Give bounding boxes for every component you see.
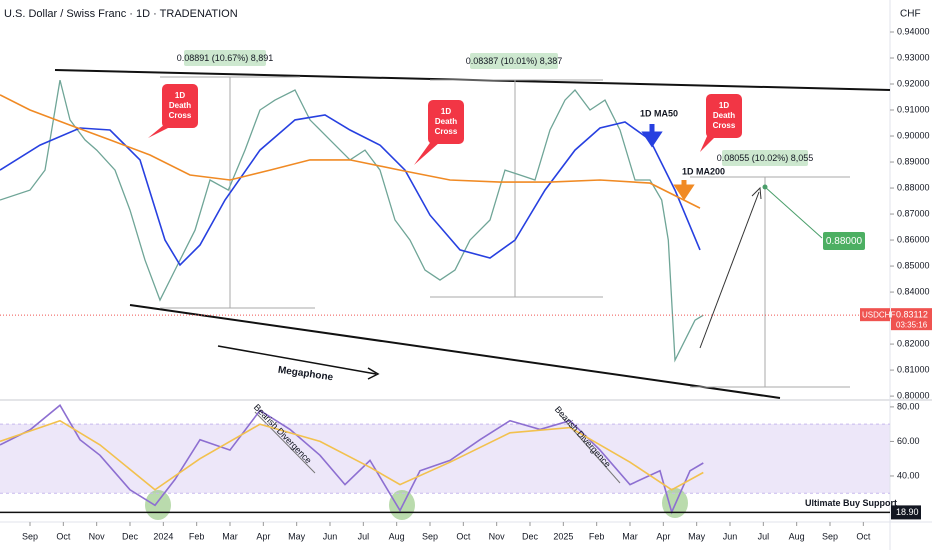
chart-title: U.S. Dollar / Swiss Franc · 1D · TRADENA… (4, 8, 238, 20)
x-tick-label: Mar (622, 531, 638, 541)
callout (428, 100, 464, 144)
support-circle (145, 490, 171, 520)
x-tick-label: Apr (256, 531, 270, 541)
series-line (0, 114, 701, 267)
callout-text: 1D Death Cross (434, 107, 458, 136)
callout-text: 1D Death Cross (712, 101, 736, 130)
callout (162, 84, 198, 128)
y-tick-label: 60.00 (897, 436, 920, 446)
x-tick-label: Dec (122, 531, 139, 541)
x-tick-label: Sep (822, 531, 838, 541)
symbol-tag (860, 308, 890, 322)
y-tick-label: 0.85000 (897, 260, 930, 270)
y-tick-label: 0.91000 (897, 104, 930, 114)
x-tick-label: May (288, 531, 306, 541)
y-tick-label: 0.88000 (897, 182, 930, 192)
projection-arrow (699, 191, 760, 349)
support-label: 18.90 (896, 507, 919, 517)
divergence-line (254, 411, 316, 474)
y-tick-label: 0.81000 (897, 364, 930, 374)
callout-tail (700, 134, 716, 152)
x-tick-label: Jul (758, 531, 770, 541)
x-tick-label: Mar (222, 531, 238, 541)
x-tick-label: Feb (589, 531, 605, 541)
x-tick-label: May (688, 531, 706, 541)
x-tick-label: Feb (189, 531, 205, 541)
callout-text-box: 1D Death Cross (434, 107, 458, 136)
callout-text-box: 1D Death Cross (712, 101, 736, 130)
x-tick-label: Oct (856, 531, 871, 541)
target-box (823, 232, 865, 250)
measure-label: 0.08387 (10.01%) 8,387 (466, 56, 563, 66)
x-tick-label: Jun (723, 531, 738, 541)
callout-text: 1D Death Cross (168, 91, 192, 120)
ma-label: 1D MA50 (640, 108, 678, 118)
x-tick-label: Aug (789, 531, 805, 541)
series-line (0, 419, 704, 491)
last-price-tag (891, 308, 932, 331)
last-price: 0.83112 (896, 310, 928, 320)
series-line (0, 79, 704, 363)
callout-tail (414, 140, 440, 165)
measure-box (722, 150, 808, 166)
rsi-band (0, 424, 890, 493)
x-tick-label: Jun (323, 531, 338, 541)
y-tick-label: 0.82000 (897, 338, 930, 348)
x-tick-label: Apr (656, 531, 670, 541)
currency: CHF (900, 9, 921, 20)
x-tick-label: 2024 (153, 531, 173, 541)
y-tick-label: 0.93000 (897, 52, 930, 62)
measure-box (184, 50, 266, 66)
y-tick-label: 0.80000 (897, 390, 930, 400)
x-tick-label: Sep (422, 531, 438, 541)
callout-text-box: 1D Death Cross (168, 91, 192, 120)
y-tick-label: 0.84000 (897, 286, 930, 296)
y-tick-label: 0.86000 (897, 234, 930, 244)
target-label: 0.88000 (826, 236, 863, 247)
target-point (762, 184, 768, 190)
megaphone-bottom (129, 304, 781, 399)
series-line (0, 94, 701, 209)
arrow-head (751, 186, 762, 200)
y-tick-label: 0.89000 (897, 156, 930, 166)
ma200-arrow (673, 180, 695, 201)
measure-label: 0.08891 (10.67%) 8,891 (177, 53, 274, 63)
symbol: USDCHF (862, 310, 895, 319)
divergence-line (559, 414, 621, 484)
target-line (764, 186, 823, 239)
x-tick-label: Aug (389, 531, 405, 541)
x-tick-label: Nov (89, 531, 106, 541)
support-text: Ultimate Buy Support (805, 498, 897, 508)
y-tick-label: 80.00 (897, 401, 920, 411)
x-tick-label: Oct (56, 531, 71, 541)
measure-label: 0.08055 (10.02%) 8,055 (717, 153, 814, 163)
series-line (0, 403, 704, 515)
x-tick-label: Nov (489, 531, 506, 541)
x-tick-label: Oct (456, 531, 471, 541)
y-tick-label: 0.87000 (897, 208, 930, 218)
y-tick-label: 40.00 (897, 470, 920, 480)
x-tick-label: Jul (358, 531, 370, 541)
measure-box (470, 53, 558, 69)
arrow-head (367, 367, 380, 380)
ma-label: 1D MA200 (682, 166, 725, 176)
x-tick-label: Dec (522, 531, 539, 541)
y-tick-label: 0.94000 (897, 26, 930, 36)
callout (706, 94, 742, 138)
megaphone-arrow (217, 345, 377, 375)
x-tick-label: 2025 (553, 531, 573, 541)
y-tick-label: 0.90000 (897, 130, 930, 140)
x-tick-label: Sep (22, 531, 38, 541)
y-tick-label: 0.92000 (897, 78, 930, 88)
countdown: 03:35:16 (896, 320, 928, 329)
support-tag (891, 505, 921, 520)
